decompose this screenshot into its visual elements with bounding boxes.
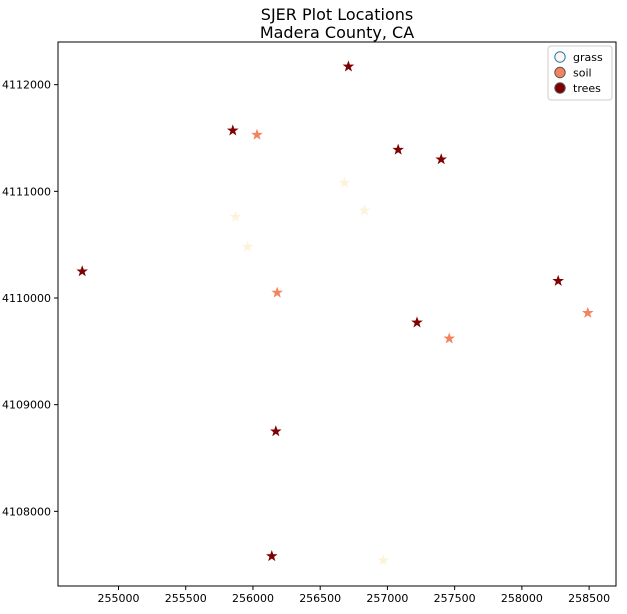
point-grass (241, 240, 254, 252)
series-trees (76, 60, 564, 562)
point-grass (358, 204, 371, 216)
title-line-1: SJER Plot Locations (261, 5, 413, 24)
point-soil (271, 286, 283, 298)
point-trees (552, 274, 564, 286)
title-line-2: Madera County, CA (260, 23, 414, 42)
y-tick-label: 4109000 (2, 399, 51, 412)
point-grass (377, 554, 390, 566)
point-grass (229, 210, 242, 222)
x-tick-label: 255000 (98, 592, 140, 605)
y-tick-label: 4111000 (2, 185, 51, 198)
y-tick-label: 4112000 (2, 79, 51, 92)
x-tick-label: 255500 (165, 592, 207, 605)
y-tick-label: 4108000 (2, 505, 51, 518)
point-soil (251, 128, 263, 140)
point-trees (435, 153, 448, 165)
x-tick-label: 256500 (299, 592, 341, 605)
x-tick-label: 258000 (501, 592, 543, 605)
point-grass (338, 176, 351, 188)
x-tick-label: 258500 (568, 592, 610, 605)
legend-label-soil: soil (573, 67, 592, 80)
point-soil (581, 306, 594, 318)
legend-marker-grass (554, 51, 566, 63)
point-trees (265, 550, 278, 562)
x-tick-label: 256000 (232, 592, 274, 605)
plot-frame (57, 41, 617, 587)
chart-title: SJER Plot Locations Madera County, CA (260, 5, 414, 42)
x-tick-label: 257000 (366, 592, 408, 605)
legend-marker-trees (554, 82, 566, 94)
series-soil (251, 128, 594, 344)
plot-area: 255000 255500 256000 256500 257000 257500 2580… (2, 41, 617, 605)
legend-label-trees: trees (573, 82, 601, 95)
point-trees (226, 124, 239, 136)
legend: grass soil trees (547, 45, 613, 101)
point-trees (342, 60, 355, 72)
point-trees (411, 316, 423, 328)
legend-label-grass: grass (573, 51, 603, 64)
x-tick-label: 257500 (434, 592, 476, 605)
point-soil (443, 332, 456, 344)
point-trees (392, 143, 404, 155)
point-trees (76, 265, 89, 277)
y-tick-label: 4110000 (2, 292, 51, 305)
legend-marker-soil (554, 66, 566, 79)
point-trees (270, 425, 282, 437)
series-grass (229, 176, 390, 566)
